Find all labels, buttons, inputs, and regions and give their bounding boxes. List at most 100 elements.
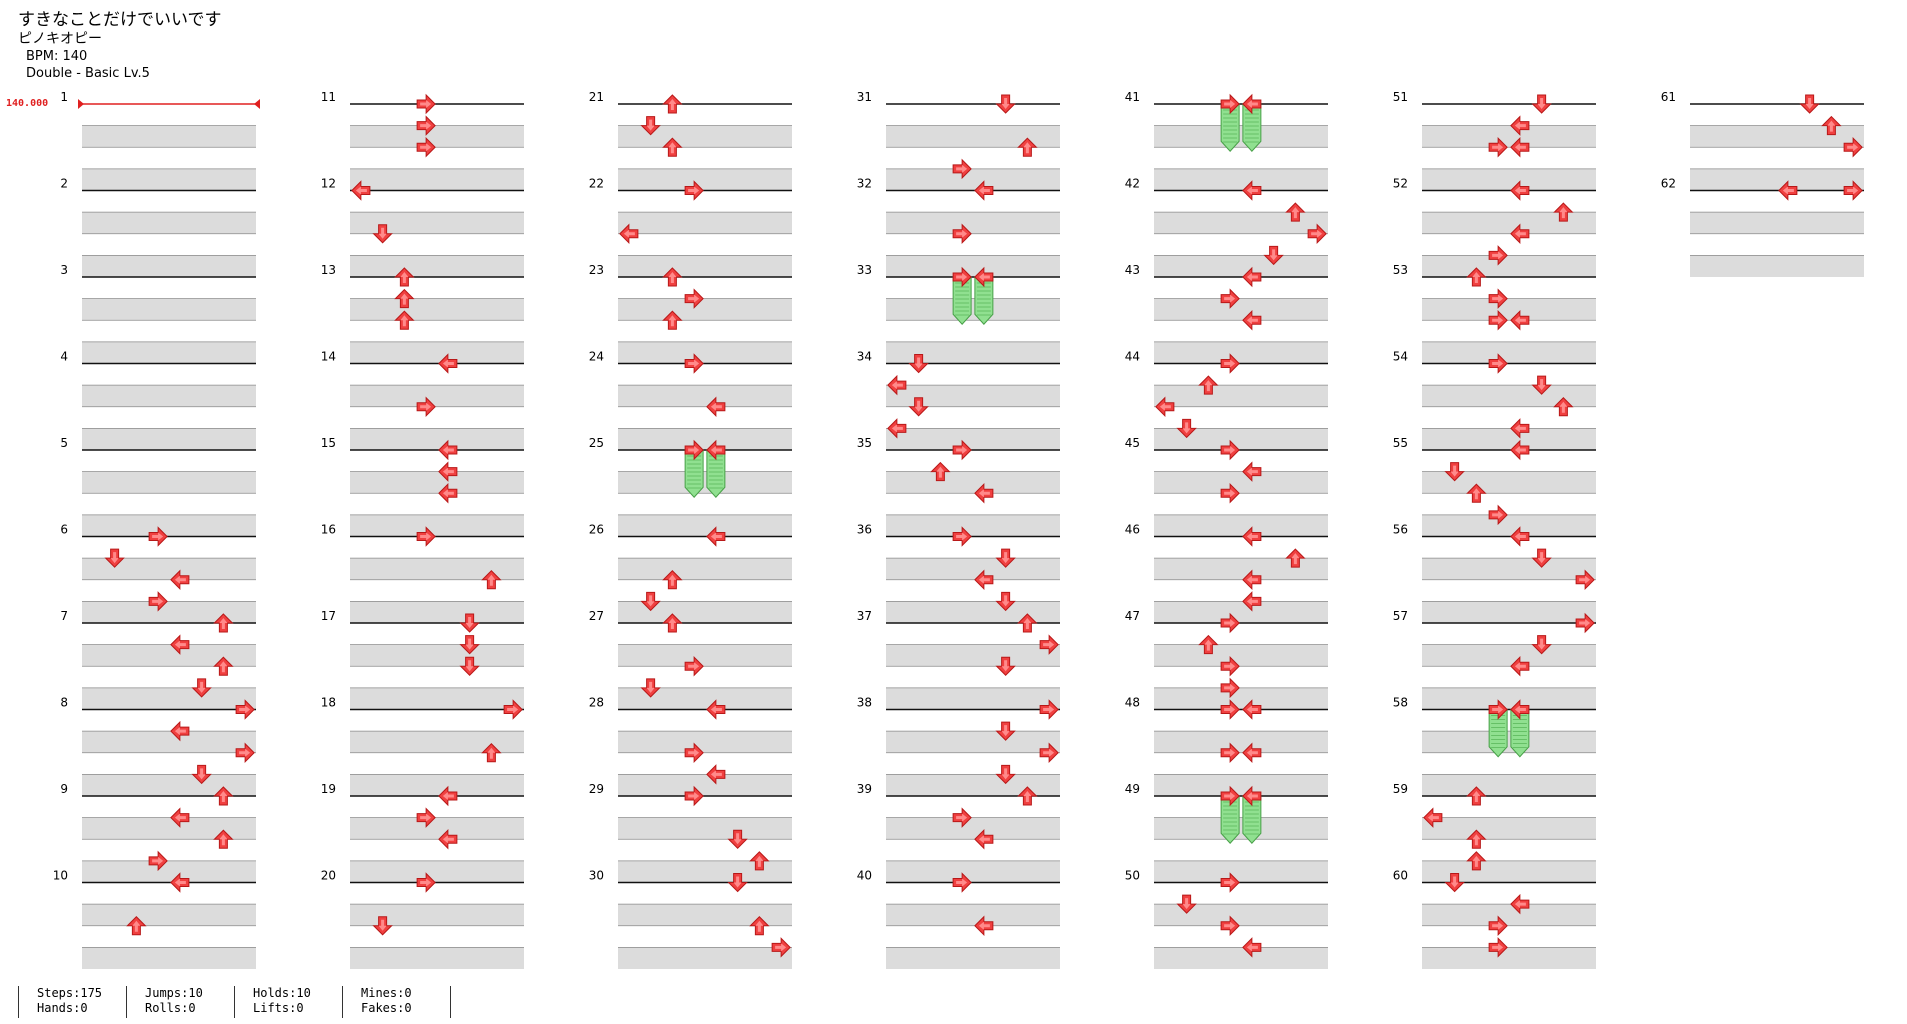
beat-band <box>886 168 1060 191</box>
beat-band <box>1154 298 1328 321</box>
beat-band <box>1422 298 1596 321</box>
measure-number: 24 <box>589 350 604 364</box>
beat-band <box>1690 212 1864 234</box>
step-arrow-highlight <box>400 293 409 305</box>
step-arrow-highlight <box>1537 98 1546 109</box>
beat-band <box>886 817 1060 840</box>
beat-band <box>618 644 792 667</box>
step-arrow-highlight <box>1291 207 1300 219</box>
step-arrow-highlight <box>1224 792 1236 800</box>
beat-band <box>82 385 256 407</box>
step-arrow-highlight <box>1514 446 1526 454</box>
beat-band <box>886 731 1060 753</box>
step-arrow-highlight <box>1782 186 1794 195</box>
beat-band <box>1422 385 1596 407</box>
step-arrow-highlight <box>1514 143 1526 152</box>
step-arrow-highlight <box>1224 100 1236 108</box>
beat-band <box>350 471 524 494</box>
step-arrow-highlight <box>219 791 228 802</box>
step-arrow-highlight <box>355 186 367 195</box>
beat-band <box>350 687 524 710</box>
beat-band <box>1154 601 1328 623</box>
step-arrow-highlight <box>1472 488 1481 500</box>
measure-number: 22 <box>589 177 604 191</box>
step-arrow-highlight <box>152 597 164 606</box>
beat-band <box>350 774 524 796</box>
artist-name: ピノキオピー <box>18 31 102 47</box>
step-arrow-highlight <box>956 813 968 822</box>
beat-band <box>886 428 1060 450</box>
measure-number: 51 <box>1393 90 1408 104</box>
step-arrow-highlight <box>420 878 432 887</box>
step-arrow-highlight <box>1492 921 1504 930</box>
beat-band <box>886 255 1060 277</box>
step-arrow-highlight <box>1492 705 1504 714</box>
step-arrow-highlight <box>1001 660 1010 672</box>
lifts-count: Lifts:0 <box>253 1001 304 1015</box>
step-arrow-highlight <box>646 681 655 693</box>
beat-band <box>82 774 256 796</box>
step-arrow-highlight <box>1514 532 1526 541</box>
measure-number: 35 <box>857 436 872 450</box>
measure-number: 61 <box>1661 90 1676 104</box>
step-arrow-highlight <box>1472 791 1481 802</box>
beat-band <box>1154 428 1328 450</box>
step-arrow-highlight <box>507 705 519 714</box>
measure-number: 23 <box>589 263 604 277</box>
beat-band <box>1154 731 1328 753</box>
step-arrow-highlight <box>1023 791 1032 802</box>
step-arrow-highlight <box>1001 768 1010 780</box>
step-arrow-highlight <box>1001 595 1010 607</box>
beat-band <box>82 904 256 926</box>
step-arrow-highlight <box>1204 639 1213 651</box>
beat-band <box>1154 514 1328 537</box>
measure-number: 18 <box>321 696 336 710</box>
step-arrow-highlight <box>1246 575 1258 584</box>
step-arrow-highlight <box>710 705 722 714</box>
step-arrow-highlight <box>1224 662 1236 671</box>
stat-group-mines: Mines:0 Fakes:0 <box>342 986 451 1018</box>
bpm-change-marker: 140.000 <box>6 98 49 109</box>
step-arrow-highlight <box>420 402 432 411</box>
step-arrow-highlight <box>1246 532 1258 541</box>
step-arrow-highlight <box>174 575 186 584</box>
measure-number: 9 <box>60 782 68 796</box>
step-arrow-highlight <box>239 705 251 714</box>
beat-band <box>350 428 524 450</box>
measure-number: 13 <box>321 263 336 277</box>
measure-number: 40 <box>857 869 872 883</box>
stats-divider <box>450 986 451 1018</box>
step-arrow-highlight <box>1182 422 1191 434</box>
beat-band <box>618 168 792 191</box>
beat-band <box>1154 255 1328 277</box>
mines-count: Mines:0 <box>361 986 412 1000</box>
step-arrow-highlight <box>1579 619 1591 627</box>
step-arrow-highlight <box>1847 186 1859 195</box>
step-arrow-highlight <box>442 792 454 800</box>
beat-band <box>886 514 1060 537</box>
beat-band <box>886 558 1060 580</box>
beat-band <box>886 298 1060 321</box>
beat-band <box>886 125 1060 148</box>
step-arrow-highlight <box>420 532 432 541</box>
measure-number: 43 <box>1125 263 1140 277</box>
step-arrow-highlight <box>1023 142 1032 154</box>
step-arrow-highlight <box>775 943 787 952</box>
beat-band <box>618 514 792 537</box>
step-arrow-highlight <box>420 121 432 130</box>
step-arrow-highlight <box>1514 186 1526 195</box>
step-arrow-highlight <box>219 834 228 846</box>
step-arrow-highlight <box>197 768 206 780</box>
beat-band <box>82 212 256 234</box>
step-arrow-highlight <box>1001 552 1010 564</box>
step-arrow-highlight <box>1246 316 1258 325</box>
beat-band <box>1154 341 1328 364</box>
step-arrow-highlight <box>710 532 722 541</box>
step-arrow-highlight <box>197 681 206 693</box>
step-arrow-highlight <box>1537 552 1546 564</box>
step-arrow-highlight <box>1159 402 1171 411</box>
step-arrow-highlight <box>1001 98 1010 109</box>
measure-number: 56 <box>1393 523 1408 537</box>
step-arrow-highlight <box>1514 900 1526 909</box>
beat-band <box>618 774 792 796</box>
